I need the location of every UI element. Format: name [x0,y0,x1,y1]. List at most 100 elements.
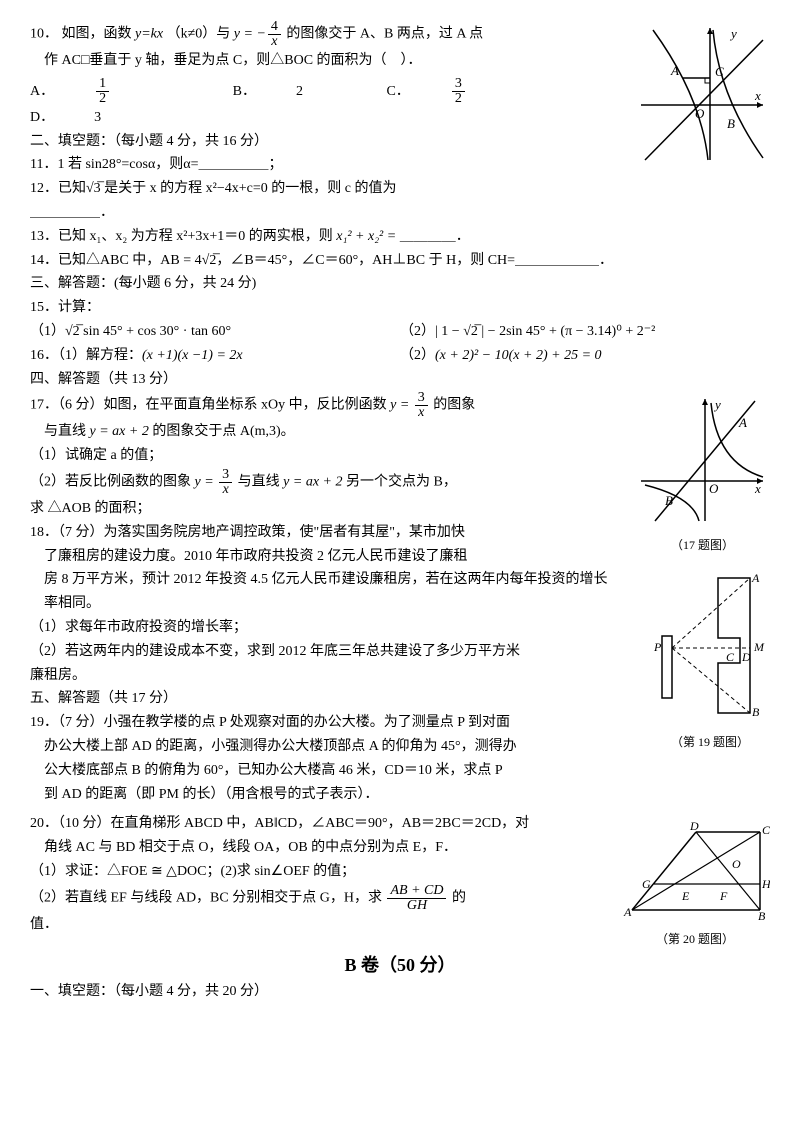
q15-parts: （1）√2̅ sin 45° + cos 30° · tan 60° （2）| … [30,320,770,344]
q10-line2: 作 AC□垂直于 y 轴，垂足为点 C，则△BOC 的面积为（ ）． [30,53,422,68]
s1: （1）求证：△FOE ≅ △DOC；(2)求 sin∠OEF 的值； [30,864,355,879]
s2d: 另一个交点为 B， [346,475,457,490]
section-b-1: 一、填空题：（每小题 4 分，共 20 分） [30,980,770,1004]
e: √2̅ sin 45° + cos 30° · tan 60° [65,324,231,339]
q10-yeq: y = − [234,27,266,42]
q13-s: ＿＿＿＿． [400,229,470,244]
svg-text:O: O [695,106,705,121]
vB: 2 [296,80,303,104]
q12-l1: 12．已知√3̅ 是关于 x 的方程 x²−4x+c=0 的一根，则 c 的值为 [30,181,397,196]
nA: 1 [96,77,109,92]
d: GH [387,899,446,913]
svg-text:P: P [653,640,662,654]
dA: 2 [96,92,109,106]
e: | 1 − √2̅ | − 2sin 45° + (π − 3.14)⁰ + 2… [435,324,655,339]
lblD: D． [30,106,54,130]
section-3: 三、解答题：(每小题 6 分，共 24 分) [30,272,770,296]
q17-block: y x A B O （17 题图） 17．（6 分）如图，在平面直角坐标系 xO… [30,391,770,497]
e: (x +1)(x −1) = 2x [142,348,243,363]
hyperbola-diagram: y x A C O B [635,20,770,165]
fig-q20: A B C D O E F G H （第 20 题图） [620,820,770,949]
l4: 率相同。 [30,596,100,611]
svg-text:A: A [670,63,679,78]
l5: 廉租房。 [30,668,86,683]
cap19: （第 19 题图） [650,732,770,752]
d2: x [219,483,232,497]
q10-block: y x A C O B 10． 如图，函数 y=kx （k≠0）与 y = −4… [30,20,770,130]
fig-q10: y x A C O B [635,20,770,174]
svg-text:O: O [732,857,741,871]
svg-text:C: C [762,823,770,837]
fig-q17: y x A B O （17 题图） [635,391,770,555]
l: （2） [400,348,435,363]
s2a: （2）若直线 EF 与线段 AD，BC 分别相交于点 G，H，求 [30,890,385,905]
lblB: B． [233,80,256,104]
svg-text:F: F [719,889,728,903]
svg-text:H: H [761,877,770,891]
svg-text:A: A [751,571,760,585]
vD: 3 [94,106,101,130]
q18-cont: A B C D M P （第 19 题图） 房 8 万平方米，预计 2012 年… [30,568,770,687]
q12-l2: ＿＿＿＿＿． [30,205,114,220]
svg-text:O: O [709,481,719,496]
l: （1） [30,324,65,339]
svg-text:B: B [752,705,760,719]
l2: 了廉租房的建设力度。2010 年市政府共投资 2 亿元人民币建设了廉租 [30,549,468,564]
q16-1: 16．（1）解方程：(x +1)(x −1) = 2x [30,344,400,368]
svg-text:C: C [726,650,735,664]
dC: 2 [452,92,465,106]
q10-t3: 的图像交于 A、B 两点，过 A 点 [286,27,483,42]
l2a: 与直线 [30,424,90,439]
s2a: （2）若反比例函数的图象 [30,475,195,490]
section-b-title: B 卷（50 分） [30,950,770,981]
frac-4x: 4x [268,20,281,49]
svg-text:B: B [665,493,673,508]
q20-block: A B C D O E F G H （第 20 题图） 20．（10 分）在直角… [30,812,770,912]
l2: 办公大楼上部 AD 的距离，小强测得办公大楼顶部点 A 的仰角为 45°，测得办 [30,739,517,754]
l2c: 的图象交于点 A(m,3)。 [152,424,294,439]
q13-e: x₁² + x₂² = [336,229,396,244]
l3: 公大楼底部点 B 的俯角为 60°，已知办公大楼高 46 米，CD＝10 米，求… [30,763,503,778]
l1: 18．（7 分）为落实国务院房地产调控政策，使"居者有其屋"，某市加快 [30,525,465,540]
lblC: C． [386,80,409,104]
q10-t2: （k≠0）与 [167,27,234,42]
s2: （2）若这两年内的建设成本不变，求到 2012 年底三年总共建设了多少万平方米 [30,644,520,659]
optC: C． 32 [386,77,544,106]
e: (x + 2)² − 10(x + 2) + 25 = 0 [435,348,602,363]
q10-t1: 如图，函数 [62,27,136,42]
lblA: A． [30,80,54,104]
l4: 到 AD 的距离（即 PM 的长）（用含根号的式子表示）． [30,787,378,802]
l1b: 的图象 [433,398,475,413]
q16-2: （2）(x + 2)² − 10(x + 2) + 25 = 0 [400,344,770,368]
d: x [415,406,428,420]
svg-text:D: D [741,650,751,664]
l1: 20．（10 分）在直角梯形 ABCD 中，AB‖CD，∠ABC＝90°，AB＝… [30,816,529,831]
yeq2: y = [195,475,218,490]
building-diagram: A B C D M P [650,568,770,723]
l: （1）解方程： [58,348,142,363]
s2b: 的 [452,890,466,905]
svg-text:A: A [738,415,747,430]
q13: 13．已知 x₁、x₂ 为方程 x²+3x+1＝0 的两实根，则 x₁² + x… [30,225,770,249]
q12: 12．已知√3̅ 是关于 x 的方程 x²−4x+c=0 的一根，则 c 的值为… [30,177,770,225]
svg-text:y: y [729,26,737,41]
nC: 3 [452,77,465,92]
l: （2） [400,324,435,339]
den: x [268,35,281,49]
n: AB + CD [387,884,446,899]
svg-text:M: M [753,640,765,654]
s1: （1）求每年市政府投资的增长率； [30,620,247,635]
q15-2: （2）| 1 − √2̅ | − 2sin 45° + (π − 3.14)⁰ … [400,320,770,344]
svg-text:C: C [715,64,724,79]
optB: B． 2 [233,80,343,104]
trapezoid-diagram: A B C D O E F G H [620,820,770,920]
fig-q19: A B C D M P （第 19 题图） [650,568,770,752]
s1: （1）试确定 a 的值； [30,448,162,463]
svg-text:x: x [754,481,761,496]
section-4: 四、解答题（共 13 分） [30,368,770,392]
q10-num: 10． [30,27,58,42]
svg-text:y: y [713,397,721,412]
l2b: y = ax + 2 [90,424,149,439]
xy-diagram-17: y x A B O [635,391,770,526]
n: 16． [30,348,58,363]
